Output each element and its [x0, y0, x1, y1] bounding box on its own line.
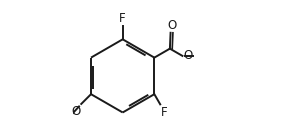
Text: O: O [167, 19, 177, 32]
Text: F: F [119, 12, 126, 25]
Text: O: O [71, 105, 81, 118]
Text: O: O [183, 49, 192, 62]
Text: F: F [161, 106, 168, 119]
